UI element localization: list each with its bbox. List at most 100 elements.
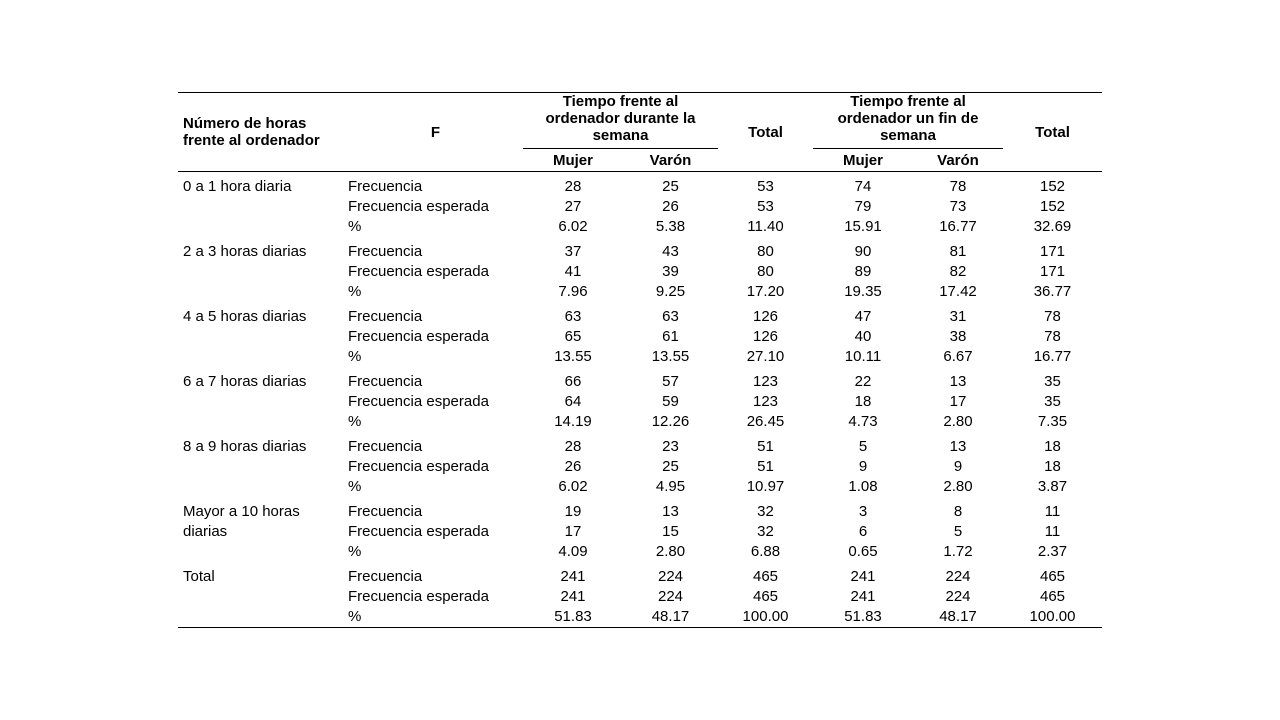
measure-label-cell: Frecuencia — [348, 373, 423, 390]
value-cell: 13 — [662, 503, 679, 520]
value-cell: 19 — [564, 503, 582, 520]
measure-label-cell: % — [348, 478, 362, 495]
value-cell: 13 — [949, 438, 967, 455]
table-body: 0 a 1 hora diaria Frecuencia 28 25 53 74 78 152… — [178, 172, 1102, 628]
header-varon-weekend: Varón — [913, 148, 1003, 172]
value-cell: 59 — [662, 393, 679, 410]
value-cell: 241 — [560, 588, 586, 605]
measure-label-cell: Frecuencia esperada — [348, 198, 489, 215]
value-cell: 27 — [564, 198, 582, 215]
value-cell: 3 — [858, 503, 868, 520]
value-cell: 5 — [953, 523, 963, 540]
value-cell: 123 — [752, 373, 779, 390]
table-row: % 13.55 13.55 27.10 10.11 6.67 16.77 — [178, 347, 1102, 367]
table-row: % 6.02 4.95 10.97 1.08 2.80 3.87 — [178, 477, 1102, 497]
value-cell: 17 — [949, 393, 967, 410]
value-cell: 6.02 — [558, 478, 588, 495]
measure-label-cell: % — [348, 413, 362, 430]
value-cell: 57 — [662, 373, 679, 390]
value-cell: 38 — [949, 328, 967, 345]
value-cell: 7.35 — [1037, 413, 1068, 430]
value-cell: 9 — [858, 458, 868, 475]
value-cell: 31 — [949, 308, 967, 325]
value-cell: 82 — [949, 263, 967, 280]
value-cell: 6.67 — [943, 348, 973, 365]
value-cell: 18 — [854, 393, 872, 410]
value-cell: 47 — [854, 308, 872, 325]
category-cell: Total — [183, 568, 215, 585]
value-cell: 28 — [564, 438, 582, 455]
value-cell: 39 — [662, 263, 679, 280]
header-total-weekend: Total — [1003, 92, 1102, 172]
value-cell: 15.91 — [844, 218, 882, 235]
measure-label-cell: Frecuencia esperada — [348, 393, 489, 410]
value-cell: 126 — [752, 328, 779, 345]
header-varon-week: Varón — [623, 148, 718, 172]
table-row: Frecuencia esperada 27 26 53 79 73 152 — [178, 197, 1102, 217]
value-cell: 80 — [757, 243, 774, 260]
document-page: Número de horas frente al ordenador F Ti… — [178, 92, 1102, 628]
value-cell: 37 — [564, 243, 582, 260]
value-cell: 13.55 — [651, 348, 690, 365]
value-cell: 40 — [854, 328, 872, 345]
measure-label-cell: Frecuencia — [348, 503, 423, 520]
value-cell: 53 — [757, 178, 774, 195]
value-cell: 16.77 — [1033, 348, 1072, 365]
value-cell: 15 — [662, 523, 679, 540]
value-cell: 13.55 — [554, 348, 592, 365]
value-cell: 224 — [945, 568, 971, 585]
value-cell: 27.10 — [746, 348, 785, 365]
value-cell: 63 — [564, 308, 582, 325]
value-cell: 64 — [564, 393, 582, 410]
value-cell: 10.97 — [746, 478, 785, 495]
header-group-weekend: Tiempo frente al ordenador un fin de sem… — [813, 92, 1003, 149]
value-cell: 224 — [945, 588, 971, 605]
table-row: % 51.83 48.17 100.00 51.83 48.17 100.00 — [178, 607, 1102, 628]
measure-label-cell: % — [348, 608, 362, 625]
value-cell: 51 — [757, 458, 774, 475]
table-row: % 14.19 12.26 26.45 4.73 2.80 7.35 — [178, 412, 1102, 432]
category-cell: 4 a 5 horas diarias — [183, 308, 307, 325]
value-cell: 5.38 — [655, 218, 686, 235]
header-total-week: Total — [718, 92, 813, 172]
value-cell: 32 — [757, 503, 774, 520]
table-row: Frecuencia esperada 241 224 465 241 224 465 — [178, 587, 1102, 607]
value-cell: 100.00 — [1029, 608, 1076, 625]
value-cell: 241 — [560, 568, 586, 585]
value-cell: 74 — [854, 178, 872, 195]
value-cell: 2.80 — [943, 413, 973, 430]
table-row: Frecuencia esperada 41 39 80 89 82 171 — [178, 262, 1102, 282]
value-cell: 73 — [949, 198, 967, 215]
table-row: Mayor a 10 horas diarias Frecuencia 19 13 32… — [178, 497, 1102, 540]
header-row-sex: Mujer Varón Mujer Varón — [178, 148, 1102, 172]
measure-label-cell: % — [348, 283, 362, 300]
header-mujer-week: Mujer — [523, 148, 623, 172]
value-cell: 152 — [1039, 178, 1066, 195]
value-cell: 171 — [1039, 263, 1066, 280]
value-cell: 1.72 — [943, 543, 973, 560]
value-cell: 81 — [949, 243, 967, 260]
value-cell: 35 — [1044, 373, 1061, 390]
value-cell: 26.45 — [746, 413, 785, 430]
value-cell: 465 — [1039, 568, 1066, 585]
value-cell: 51 — [757, 438, 774, 455]
value-cell: 66 — [564, 373, 582, 390]
value-cell: 9 — [953, 458, 963, 475]
measure-label-cell: Frecuencia esperada — [348, 523, 489, 540]
value-cell: 78 — [1044, 328, 1061, 345]
table-row: Total Frecuencia 241 224 465 241 224 465 — [178, 562, 1102, 587]
value-cell: 78 — [949, 178, 967, 195]
value-cell: 63 — [662, 308, 679, 325]
value-cell: 14.19 — [554, 413, 592, 430]
header-f: F — [348, 92, 523, 172]
value-cell: 65 — [564, 328, 582, 345]
value-cell: 16.77 — [939, 218, 977, 235]
category-cell: 2 a 3 horas diarias — [183, 243, 307, 260]
value-cell: 48.17 — [651, 608, 690, 625]
value-cell: 11 — [1044, 523, 1061, 540]
value-cell: 465 — [1039, 588, 1066, 605]
value-cell: 80 — [757, 263, 774, 280]
value-cell: 28 — [564, 178, 582, 195]
value-cell: 35 — [1044, 393, 1061, 410]
measure-label-cell: Frecuencia — [348, 178, 423, 195]
